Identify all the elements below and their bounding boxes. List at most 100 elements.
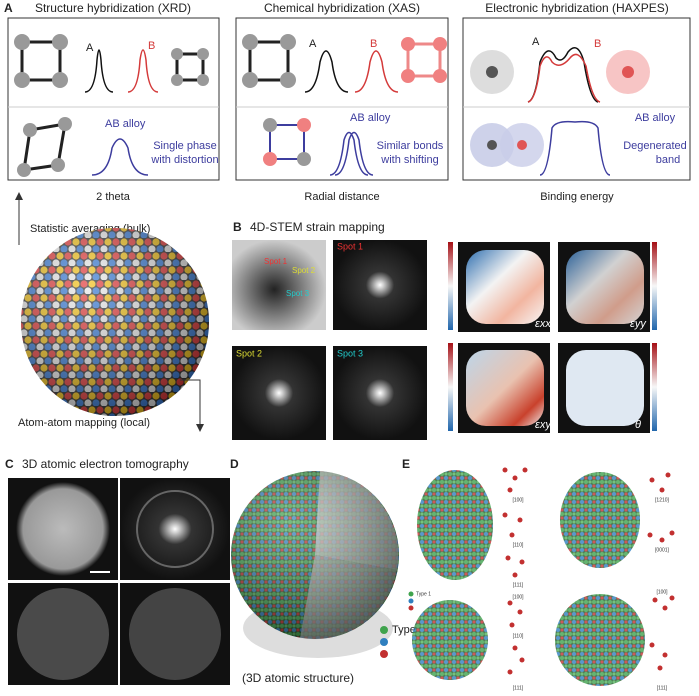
note: band bbox=[656, 154, 680, 166]
shape-circle bbox=[433, 37, 447, 51]
shape-circle bbox=[242, 34, 258, 50]
direction-label: [111] bbox=[657, 685, 668, 691]
panel-spot: Spot 3 bbox=[337, 348, 363, 358]
shape-circle bbox=[171, 74, 183, 86]
shape-path bbox=[84, 49, 114, 93]
shape-path bbox=[304, 50, 349, 93]
label-b: B bbox=[370, 38, 377, 50]
direction-label: [0001] bbox=[655, 547, 670, 553]
shape-rect bbox=[566, 350, 644, 426]
shape-circle bbox=[517, 517, 523, 523]
shape-rect bbox=[20, 40, 62, 82]
shape-path bbox=[180, 379, 204, 432]
direction-label: [110] bbox=[513, 633, 524, 639]
direction-label: [100] bbox=[512, 497, 524, 503]
shape-rect bbox=[175, 52, 205, 82]
panel-label: A bbox=[4, 1, 13, 15]
label-b: B bbox=[594, 38, 601, 50]
shape-rect bbox=[462, 17, 691, 181]
shape-circle bbox=[197, 74, 209, 86]
panel-spot: Spot 2 bbox=[236, 348, 262, 358]
shape-rect bbox=[652, 343, 657, 431]
note: Degenerated bbox=[623, 140, 687, 152]
direction-label: [111] bbox=[513, 685, 524, 691]
local-label: Atom-atom mapping (local) bbox=[18, 417, 150, 429]
shape-rect bbox=[248, 40, 290, 82]
shape-path bbox=[527, 53, 601, 103]
panel-title: 3D atomic electron tomography bbox=[22, 457, 189, 471]
shape-circle bbox=[652, 597, 658, 603]
shape-circle bbox=[197, 48, 209, 60]
shape-circle bbox=[171, 48, 183, 60]
shape-path bbox=[127, 49, 159, 93]
shape-circle bbox=[505, 555, 511, 561]
shape-ellipse bbox=[417, 470, 493, 580]
note: Single phase bbox=[153, 140, 217, 152]
axis-label: 2 theta bbox=[96, 191, 131, 203]
map-label: εxy bbox=[535, 419, 552, 431]
direction-label: [100] bbox=[512, 594, 524, 600]
shape-rect bbox=[235, 17, 449, 181]
shape-circle bbox=[280, 34, 296, 50]
panel-label: E bbox=[402, 457, 410, 471]
shape-circle bbox=[23, 123, 37, 137]
direction-label: [1210] bbox=[655, 497, 670, 503]
map-label: εyy bbox=[630, 318, 647, 330]
shape-ellipse bbox=[560, 472, 640, 568]
shape-circle bbox=[52, 34, 68, 50]
group bbox=[502, 467, 675, 675]
note: Similar bonds bbox=[377, 140, 444, 152]
shape-circle bbox=[662, 652, 668, 658]
shape-rect bbox=[333, 240, 427, 330]
shape-circle bbox=[408, 598, 414, 604]
shape-circle bbox=[517, 140, 527, 150]
shape-circle bbox=[129, 588, 221, 680]
shape-circle bbox=[14, 72, 30, 88]
panel-a: A Structure hybridization (XRD) Chemical… bbox=[4, 1, 691, 432]
shape-circle bbox=[512, 645, 518, 651]
shape-circle bbox=[52, 72, 68, 88]
label-a: A bbox=[532, 36, 540, 48]
shape-rect bbox=[232, 346, 326, 440]
shape-circle bbox=[657, 665, 663, 671]
shape-path bbox=[329, 131, 369, 176]
column-title: Chemical hybridization (XAS) bbox=[264, 1, 420, 15]
shape-circle bbox=[231, 471, 399, 639]
shape-circle bbox=[433, 69, 447, 83]
shape-circle bbox=[486, 66, 498, 78]
shape-circle bbox=[16, 482, 110, 576]
shape-rect bbox=[333, 346, 427, 440]
shape-circle bbox=[401, 69, 415, 83]
shape-circle bbox=[487, 140, 497, 150]
shape-circle bbox=[263, 118, 277, 132]
shape-circle bbox=[507, 669, 513, 675]
note: with distortion bbox=[150, 154, 218, 166]
shape-circle bbox=[380, 626, 388, 634]
shape-rect bbox=[406, 42, 442, 78]
shape-circle bbox=[517, 609, 523, 615]
label-b: B bbox=[148, 40, 155, 52]
shape-ellipse bbox=[412, 600, 488, 680]
shape-circle bbox=[242, 72, 258, 88]
axis-label: Binding energy bbox=[540, 191, 614, 203]
shape-circle bbox=[58, 117, 72, 131]
shape-rect bbox=[120, 478, 230, 580]
axis-label: Radial distance bbox=[304, 191, 379, 203]
note: with shifting bbox=[380, 154, 438, 166]
shape-circle bbox=[519, 657, 525, 663]
shape-rect bbox=[466, 250, 544, 324]
map-label: εxx bbox=[535, 318, 551, 330]
shape-circle bbox=[17, 163, 31, 177]
shape-circle bbox=[297, 152, 311, 166]
shape-circle bbox=[380, 638, 388, 646]
panel-spot: Spot 1 bbox=[337, 241, 363, 251]
alloy-label: AB alloy bbox=[635, 112, 676, 124]
shape-circle bbox=[659, 537, 665, 543]
shape-circle bbox=[512, 572, 518, 578]
shape-circle bbox=[507, 487, 513, 493]
shape-circle bbox=[263, 152, 277, 166]
shape-circle bbox=[280, 72, 296, 88]
shape-circle bbox=[519, 559, 525, 565]
shape-path bbox=[539, 120, 611, 176]
